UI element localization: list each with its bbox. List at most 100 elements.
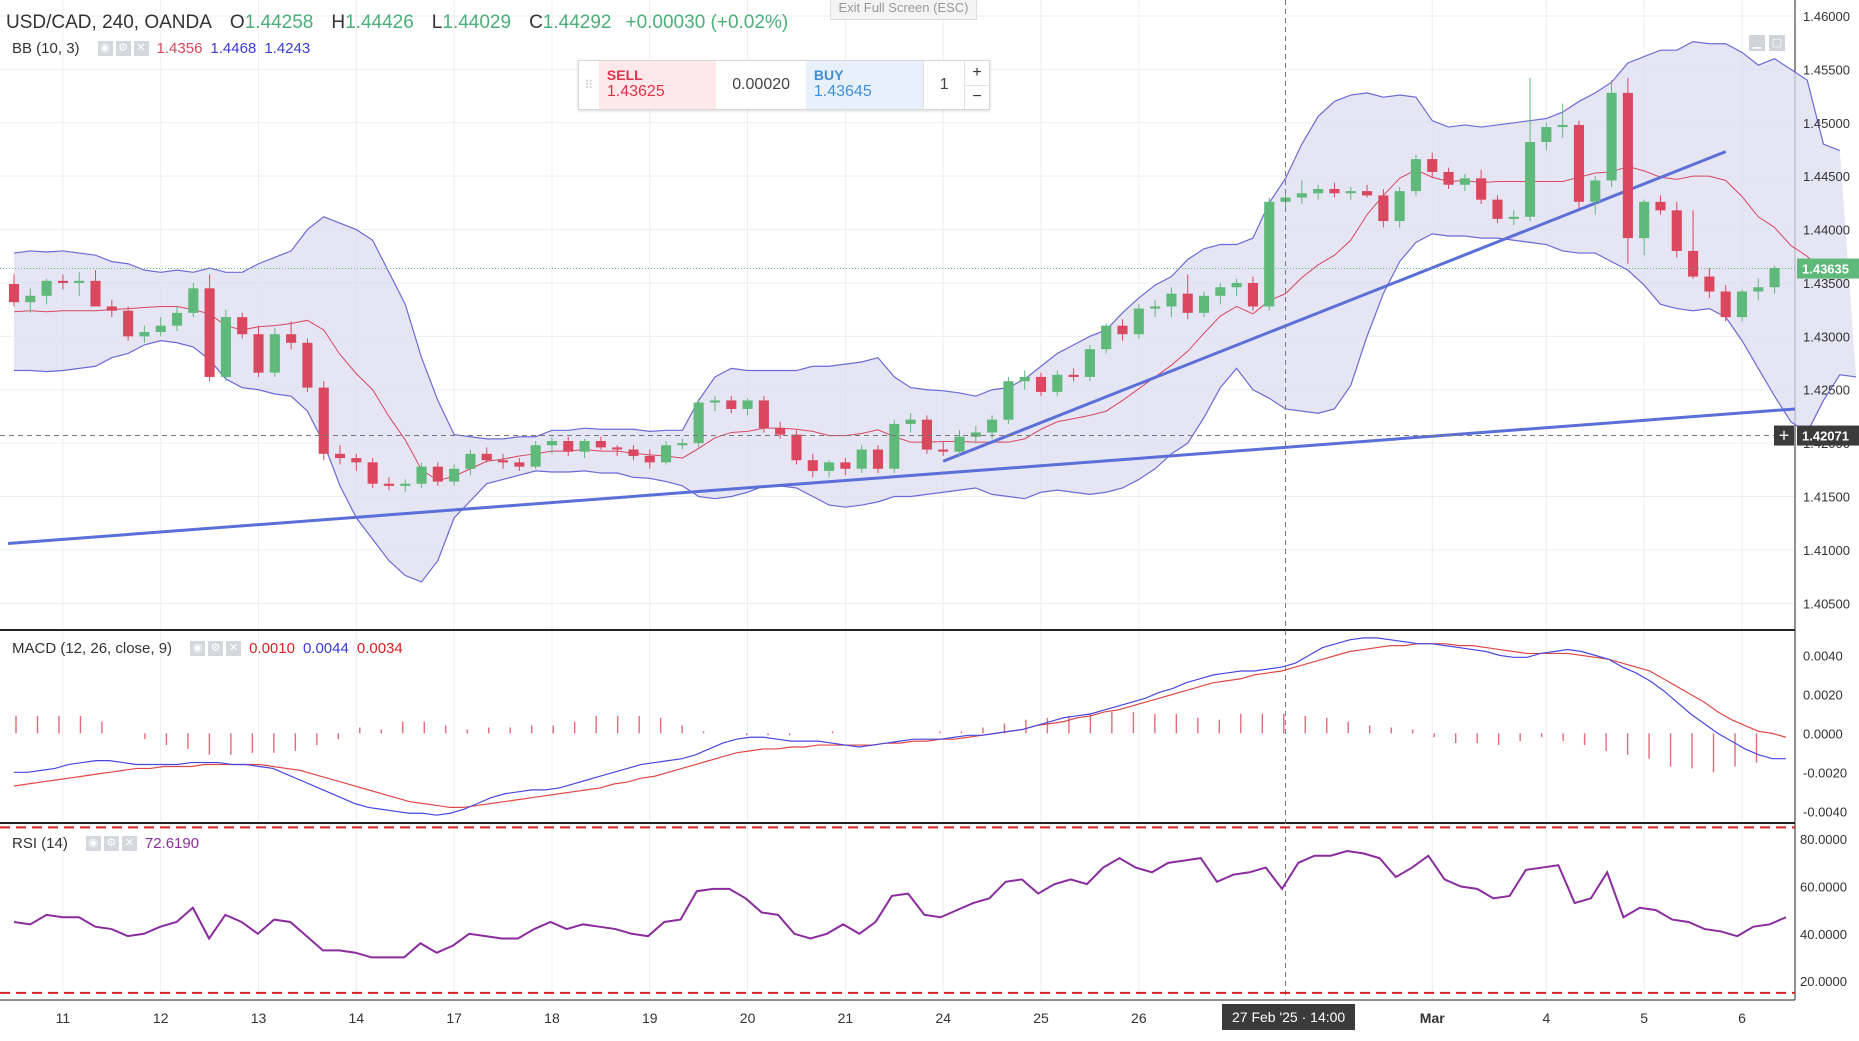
maximize-icon[interactable]: ▢ — [1769, 35, 1785, 51]
close-value: 1.44292 — [542, 12, 612, 33]
macd-hist-value: 0.0010 — [249, 640, 295, 657]
time-tick-label: 19 — [642, 1010, 658, 1026]
time-tick-label: Mar — [1420, 1010, 1445, 1026]
candle-body — [123, 310, 134, 337]
candle-body — [1215, 287, 1226, 296]
buy-button[interactable]: BUY 1.43645 — [805, 61, 924, 109]
price-tick-label: 1.45500 — [1803, 62, 1850, 77]
candle-body — [1231, 282, 1242, 288]
candle-body — [432, 466, 443, 482]
bb-legend: BB (10, 3) ◉ ⚙ ✕ 1.4356 1.4468 1.4243 — [12, 40, 310, 57]
candle-body — [1655, 201, 1666, 211]
candles — [8, 77, 1780, 493]
candle-body — [1753, 287, 1764, 292]
sell-button[interactable]: SELL 1.43625 — [598, 61, 717, 109]
candle-body — [106, 306, 117, 311]
candle-body — [938, 449, 949, 452]
time-tick-label: 6 — [1738, 1010, 1746, 1026]
rsi-tick-label: 20.0000 — [1800, 974, 1847, 989]
candle-body — [612, 447, 623, 450]
candle-body — [367, 462, 378, 484]
crosshair-time-label: 27 Feb '25 · 14:00 — [1222, 1004, 1356, 1030]
gear-icon[interactable]: ⚙ — [103, 836, 119, 851]
candle-body — [1443, 171, 1454, 185]
exit-fullscreen-button[interactable]: Exit Full Screen (ESC) — [830, 0, 977, 20]
macd-tick-label: 0.0040 — [1803, 648, 1843, 663]
rsi-legend-name[interactable]: RSI (14) — [12, 835, 68, 852]
time-tick-label: 21 — [838, 1010, 854, 1026]
decrement-button[interactable]: − — [972, 88, 982, 106]
crosshair-price-tag-bg — [1797, 425, 1859, 446]
bb-basis-value: 1.4356 — [156, 40, 203, 57]
candle-body — [872, 449, 884, 469]
candle-body — [269, 334, 280, 373]
time-tick-label: 20 — [740, 1010, 756, 1026]
eye-icon[interactable]: ◉ — [97, 41, 113, 56]
candle-body — [383, 483, 394, 486]
candle-body — [1247, 282, 1258, 307]
candle-body — [530, 445, 541, 467]
eye-icon[interactable]: ◉ — [85, 836, 101, 851]
candle-body — [726, 400, 737, 409]
buy-label: BUY — [813, 67, 844, 83]
minimize-icon[interactable]: ▁ — [1749, 35, 1765, 51]
trendline-lower — [7, 407, 1796, 546]
candle-body — [889, 423, 900, 469]
candle-body — [286, 334, 297, 343]
close-icon[interactable]: ✕ — [121, 836, 137, 851]
candle-body — [1019, 376, 1030, 382]
quantity-field[interactable]: 1 — [923, 61, 964, 109]
macd-legend-name[interactable]: MACD (12, 26, close, 9) — [12, 640, 173, 657]
candle-body — [775, 428, 786, 435]
close-icon[interactable]: ✕ — [133, 41, 149, 56]
candle-body — [1573, 124, 1585, 202]
candle-body — [204, 288, 215, 377]
price-tick-label: 1.43000 — [1803, 329, 1850, 344]
rsi-pane — [0, 826, 1795, 994]
candle-body — [334, 453, 346, 459]
candle-body — [791, 434, 802, 461]
high-label: H — [331, 12, 346, 33]
candle-body — [1427, 159, 1438, 172]
time-tick-label: 14 — [349, 1010, 365, 1026]
candle-body — [1198, 295, 1210, 313]
symbol-title[interactable]: USD/CAD, 240, OANDA — [6, 12, 212, 33]
candle-body — [155, 325, 166, 333]
candle-body — [1394, 191, 1405, 222]
gear-icon[interactable]: ⚙ — [115, 41, 131, 56]
candle-body — [1313, 189, 1324, 194]
candle-body — [1769, 268, 1780, 288]
bollinger-upper-line — [13, 41, 1841, 440]
candle-body — [41, 280, 52, 296]
candle-body — [693, 402, 704, 444]
candle-body — [449, 468, 460, 482]
macd-value: 0.0044 — [302, 640, 349, 657]
close-icon[interactable]: ✕ — [226, 641, 242, 656]
candle-body — [1052, 374, 1063, 392]
last-price-tag: 1.43635 — [1797, 258, 1859, 279]
time-tick-label: 13 — [251, 1010, 267, 1026]
sell-price: 1.43625 — [606, 83, 665, 100]
candle-body — [400, 483, 411, 486]
candle-body — [1150, 306, 1161, 309]
bb-legend-name[interactable]: BB (10, 3) — [12, 40, 80, 57]
plus-icon: + — [1779, 426, 1790, 446]
eye-icon[interactable]: ◉ — [190, 641, 206, 656]
increment-button[interactable]: + — [965, 61, 989, 86]
candle-body — [807, 460, 818, 471]
candle-body — [1671, 210, 1682, 251]
drag-handle-icon[interactable]: ⠿ — [584, 78, 594, 92]
gear-icon[interactable]: ⚙ — [208, 641, 224, 656]
candle-body — [824, 462, 835, 471]
candle-body — [758, 400, 769, 429]
last-price-tag-bg — [1797, 258, 1859, 279]
candle-body — [1133, 308, 1144, 335]
candle-body — [1736, 291, 1748, 318]
candle-body — [481, 453, 492, 461]
price-tick-label: 1.41500 — [1803, 490, 1850, 505]
rsi-tick-label: 60.0000 — [1800, 879, 1847, 894]
candle-body — [1003, 381, 1014, 420]
macd-tick-label: -0.0040 — [1803, 804, 1847, 819]
candle-body — [8, 284, 20, 303]
